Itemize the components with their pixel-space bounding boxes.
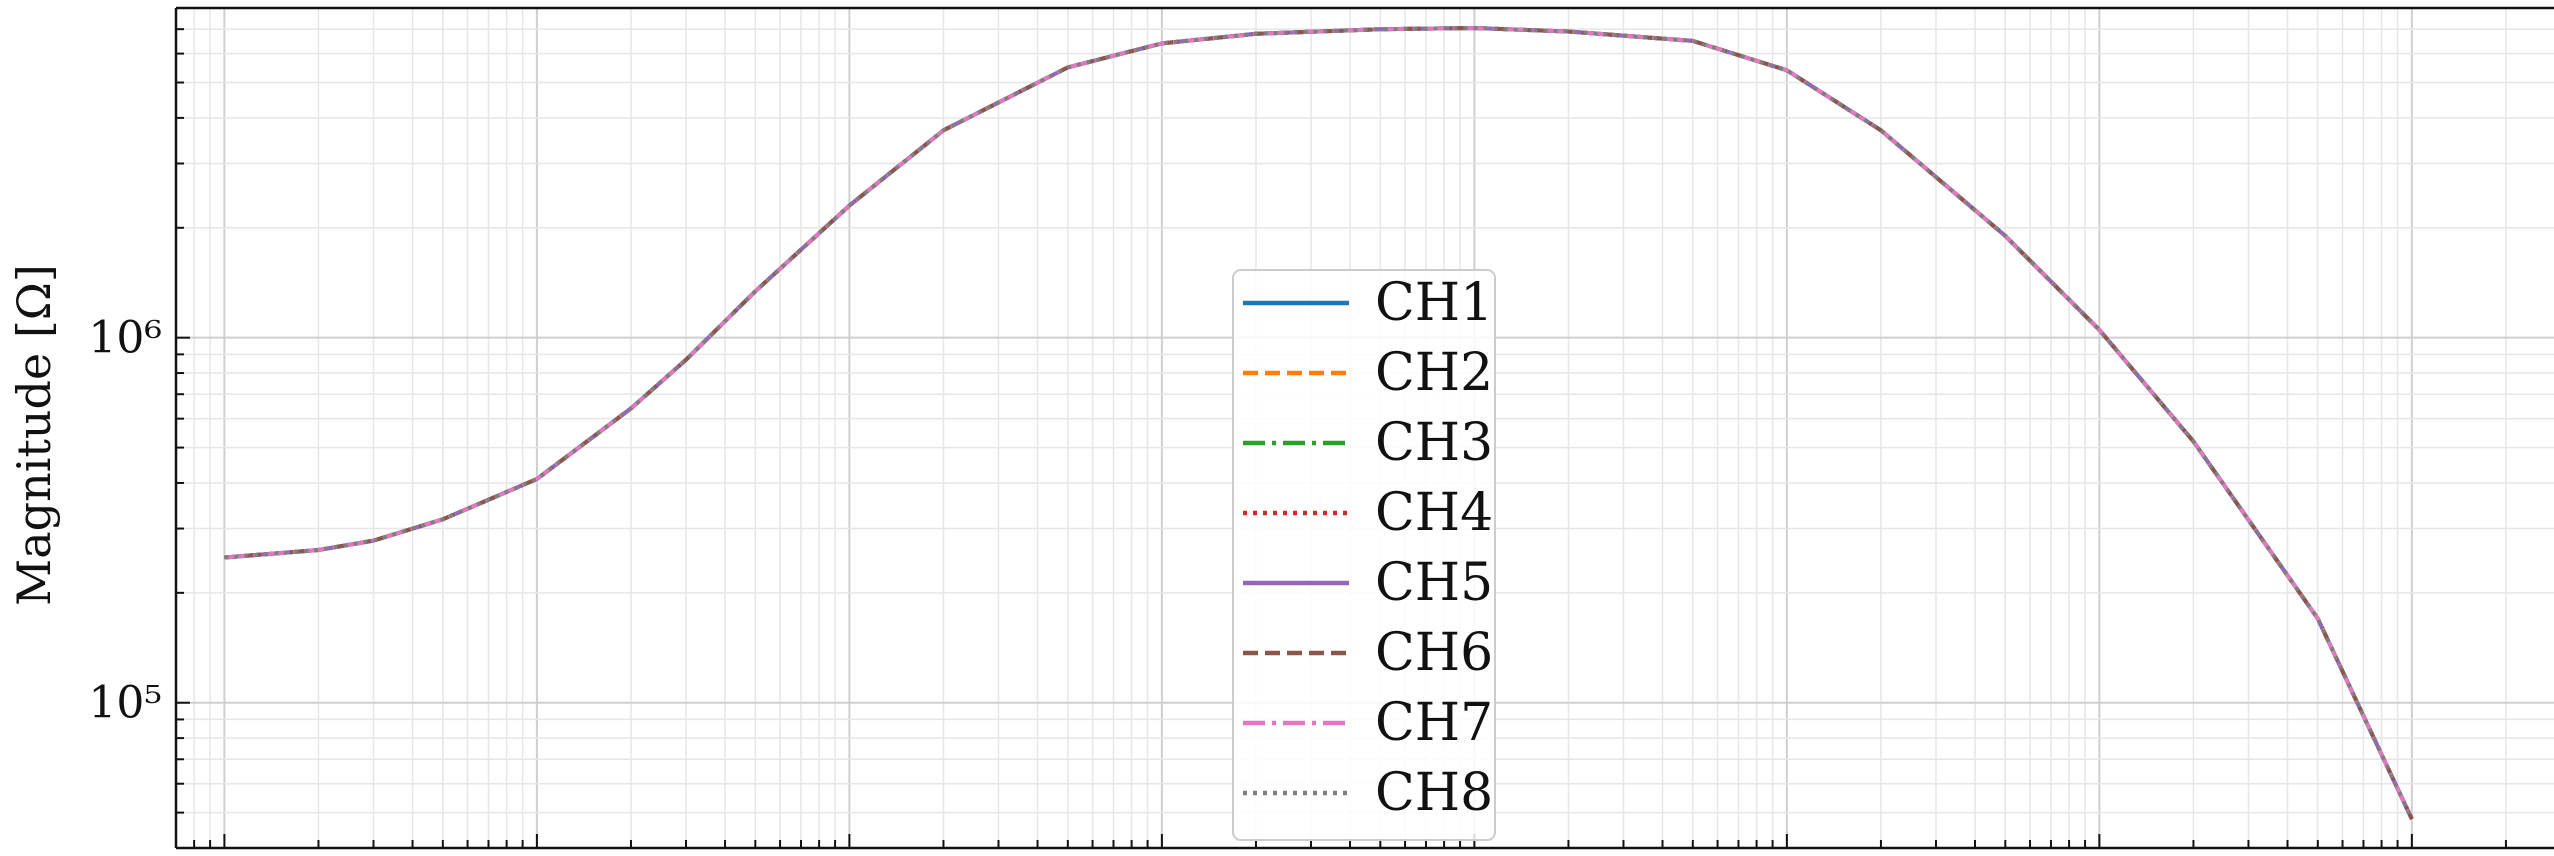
legend-box [1232, 269, 1496, 841]
legend-label-ch8: CH8 [1375, 763, 1493, 823]
legend-label-ch7: CH7 [1375, 693, 1493, 753]
legend: CH1 CH2 CH3 CH4 CH5 CH6 CH7 CH8 [1232, 269, 1496, 841]
legend-label-ch3: CH3 [1375, 413, 1493, 473]
legend-label-ch4: CH4 [1375, 483, 1493, 543]
legend-label-ch2: CH2 [1375, 343, 1493, 403]
legend-label-ch6: CH6 [1375, 623, 1493, 683]
y-axis-label: Magnitude [Ω] [7, 264, 61, 606]
series-lines [224, 26, 2414, 820]
y-tick-label: 10⁶ [88, 313, 162, 364]
tick-labels: 10⁵ 10⁶ [88, 313, 162, 729]
axes [174, 6, 2554, 850]
legend-label-ch1: CH1 [1375, 273, 1493, 333]
y-tick-label: 10⁵ [88, 678, 162, 729]
legend-label-ch5: CH5 [1375, 553, 1493, 613]
series-line-ch6 [224, 26, 2414, 820]
